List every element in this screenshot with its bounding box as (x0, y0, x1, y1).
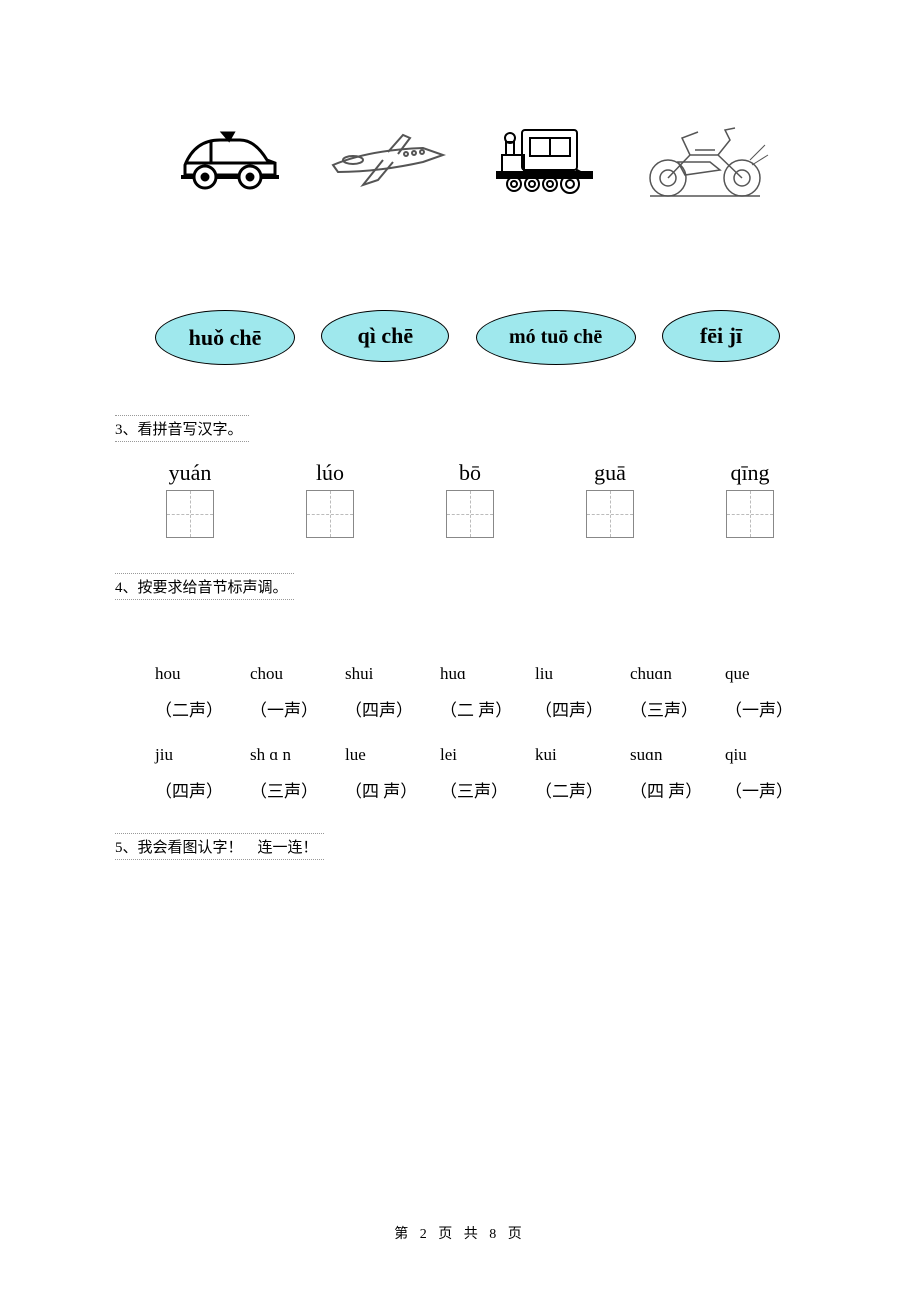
tone-syl: jiu (155, 739, 250, 771)
picture-airplane (323, 120, 453, 200)
tianzige-box (166, 490, 214, 538)
page-footer: 第 2 页 共 8 页 (0, 1223, 920, 1243)
footer-prefix: 第 (394, 1227, 412, 1242)
pinyin-cell: lúo (285, 460, 375, 538)
tone-row-2-syl: jiu sh ɑ n lue lei kui suɑn qiu (155, 739, 820, 771)
tone-syl: hou (155, 658, 250, 690)
tianzige-box (586, 490, 634, 538)
tone-syl: qiu (725, 739, 820, 771)
tone-label: （四 声） (630, 771, 725, 808)
tone-table: hou chou shui huɑ liu chuɑn que （二声） （一声… (115, 658, 820, 808)
section3-heading: 3、看拼音写汉字。 (115, 415, 249, 442)
oval-label: huǒ chē (189, 325, 262, 351)
pinyin-cell: bō (425, 460, 515, 538)
tone-label: （四声） (535, 690, 630, 727)
tone-syl: que (725, 658, 820, 690)
tone-label: （二 声） (440, 690, 535, 727)
footer-total: 8 (489, 1227, 500, 1242)
tone-syl: chou (250, 658, 345, 690)
oval-label: mó tuō chē (509, 326, 602, 349)
oval-label: qì chē (358, 323, 414, 349)
tone-label: （三声） (630, 690, 725, 727)
tone-label: （三声） (250, 771, 345, 808)
tone-label: （一声） (725, 690, 820, 727)
picture-train (482, 120, 612, 200)
oval-huoche: huǒ chē (155, 310, 295, 365)
tone-label: （三声） (440, 771, 535, 808)
pinyin-text: yuán (145, 460, 235, 486)
oval-feiji: fēi jī (662, 310, 780, 362)
tone-syl: huɑ (440, 658, 535, 690)
tone-syl: lei (440, 739, 535, 771)
tone-row-1-syl: hou chou shui huɑ liu chuɑn que (155, 658, 820, 690)
tone-label: （四声） (155, 771, 250, 808)
pinyin-row: yuán lúo bō guā qīng (115, 460, 820, 538)
tone-row-2-tone: （四声） （三声） （四 声） （三声） （二声） （四 声） （一声） (155, 771, 820, 808)
oval-row: huǒ chē qì chē mó tuō chē fēi jī (115, 310, 820, 365)
pinyin-text: guā (565, 460, 655, 486)
tianzige-box (726, 490, 774, 538)
oval-label: fēi jī (700, 323, 742, 349)
pinyin-cell: guā (565, 460, 655, 538)
tone-syl: sh ɑ n (250, 739, 345, 771)
section4-heading: 4、按要求给音节标声调。 (115, 573, 294, 600)
oval-motuoche: mó tuō chē (476, 310, 636, 365)
pinyin-text: lúo (285, 460, 375, 486)
pinyin-text: qīng (705, 460, 795, 486)
pictures-row (115, 120, 820, 200)
oval-qiche: qì chē (321, 310, 449, 362)
tone-syl: liu (535, 658, 630, 690)
tone-syl: chuɑn (630, 658, 725, 690)
tone-syl: suɑn (630, 739, 725, 771)
tone-syl: kui (535, 739, 630, 771)
tianzige-box (306, 490, 354, 538)
picture-motorcycle (640, 120, 770, 200)
tone-syl: shui (345, 658, 440, 690)
tone-label: （一声） (725, 771, 820, 808)
footer-suffix: 页 (508, 1227, 526, 1242)
pinyin-cell: qīng (705, 460, 795, 538)
tianzige-box (446, 490, 494, 538)
pinyin-cell: yuán (145, 460, 235, 538)
footer-mid: 页 共 (438, 1227, 482, 1242)
tone-label: （二声） (155, 690, 250, 727)
pinyin-text: bō (425, 460, 515, 486)
tone-label: （四 声） (345, 771, 440, 808)
tone-label: （二声） (535, 771, 630, 808)
tone-label: （四声） (345, 690, 440, 727)
tone-label: （一声） (250, 690, 345, 727)
section5-heading: 5、我会看图认字！ 连一连！ (115, 833, 324, 860)
footer-page: 2 (420, 1227, 431, 1242)
tone-syl: lue (345, 739, 440, 771)
picture-car (165, 120, 295, 200)
tone-row-1-tone: （二声） （一声） （四声） （二 声） （四声） （三声） （一声） (155, 690, 820, 727)
page-content: huǒ chē qì chē mó tuō chē fēi jī 3、看拼音写汉… (0, 0, 920, 878)
